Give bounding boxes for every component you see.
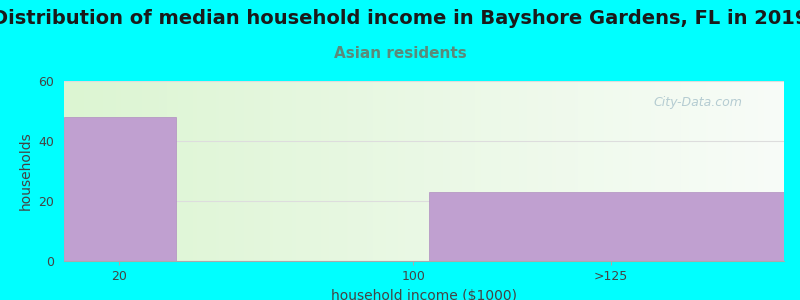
Text: Distribution of median household income in Bayshore Gardens, FL in 2019: Distribution of median household income … [0,9,800,28]
Text: Asian residents: Asian residents [334,46,466,62]
X-axis label: household income ($1000): household income ($1000) [331,289,517,300]
Text: City-Data.com: City-Data.com [653,96,742,109]
Bar [429,192,784,261]
Y-axis label: households: households [19,132,33,210]
Bar [64,117,176,261]
